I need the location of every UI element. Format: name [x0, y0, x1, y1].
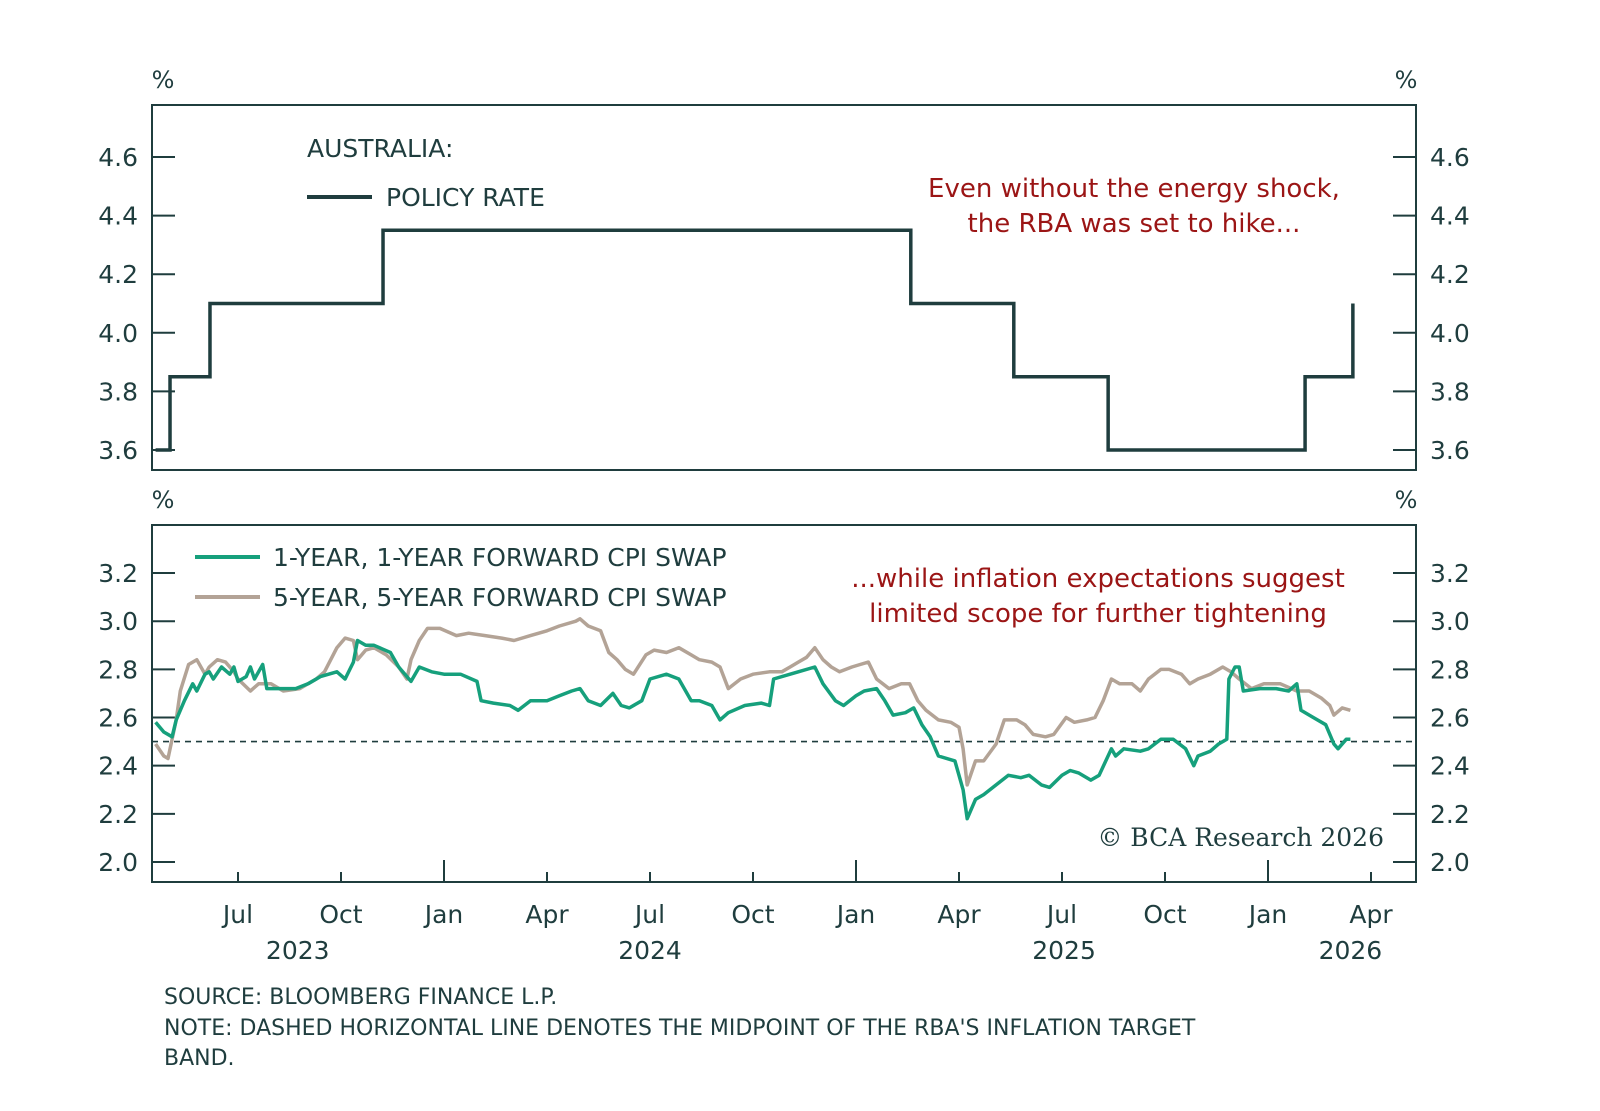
legend-label-policy-rate: POLICY RATE [386, 183, 545, 212]
bottom-y-axis: 2.0 2.0 2.2 2.2 2.4 2.4 2.6 2.6 2.8 2.8 3.0 3.0 3.2 3… [98, 559, 1470, 877]
y-tick-label-left: 3.8 [98, 377, 138, 406]
bottom-annotation-line2: limited scope for further tightening [869, 599, 1327, 629]
top-annotation-line1: Even without the energy shock, [928, 174, 1340, 204]
y-tick-label-left: 2.0 [98, 848, 138, 877]
x-tick-label: Jul [633, 900, 665, 929]
x-axis: Jul Oct Jan Apr Jul Oct Jan Apr Jul Oct Jan Apr 2023… [221, 860, 1393, 965]
y-tick-label-left: 4.6 [98, 143, 138, 172]
x-tick-label: Apr [525, 900, 569, 929]
y-tick-label-left: 3.2 [98, 559, 138, 588]
y-tick-label-right: 2.6 [1430, 704, 1470, 733]
y-tick-label-right: 4.6 [1430, 143, 1470, 172]
policy-rate-line [155, 228, 1355, 452]
y-tick-label-right: 2.2 [1430, 800, 1470, 829]
bottom-unit-left: % [152, 486, 175, 514]
x-tick-label: Jul [1045, 900, 1077, 929]
x-tick-label: Jan [835, 900, 876, 929]
copyright-logo: © BCA Research 2026 [1097, 823, 1384, 852]
y-tick-label-left: 4.4 [98, 202, 138, 231]
y-tick-label-right: 4.0 [1430, 319, 1470, 348]
y-tick-label-left: 4.0 [98, 319, 138, 348]
bottom-annotation-line1: ...while inflation expectations suggest [851, 564, 1345, 594]
y-tick-label-left: 3.0 [98, 607, 138, 636]
y-tick-label-right: 2.4 [1430, 752, 1470, 781]
y-tick-label-left: 4.2 [98, 260, 138, 289]
y-tick-label-right: 4.2 [1430, 260, 1470, 289]
x-tick-label: Oct [319, 900, 362, 929]
y-tick-label-right: 4.4 [1430, 202, 1470, 231]
y-tick-label-left: 2.8 [98, 655, 138, 684]
top-panel: % % 3.6 3.6 4.0 4.0 4.2 4.2 4.4 4.4 4.6 4.6 3.8 3.8… [98, 66, 1470, 471]
top-annotation-line2: the RBA was set to hike... [968, 209, 1301, 239]
legend-label-5y5y: 5-YEAR, 5-YEAR FORWARD CPI SWAP [273, 583, 727, 612]
y-tick-label-right: 3.0 [1430, 607, 1470, 636]
y-tick-label-left: 3.6 [98, 436, 138, 465]
x-year-label: 2026 [1319, 936, 1383, 965]
x-year-label: 2023 [266, 936, 330, 965]
top-plot-frame [151, 104, 1417, 471]
y-tick-label-left: 2.6 [98, 704, 138, 733]
series-line-1y1y [154, 638, 1351, 821]
y-tick-label-right: 2.0 [1430, 848, 1470, 877]
x-tick-label: Oct [1143, 900, 1186, 929]
bottom-panel: % % 2.0 2.0 2.2 2.2 2.4 2.4 2.6 2.6 2.8 2.8 3.0 3.0… [98, 486, 1470, 965]
x-tick-label: Jan [423, 900, 464, 929]
x-tick-label: Jul [221, 900, 253, 929]
y-tick-label-right: 3.6 [1430, 436, 1470, 465]
bottom-plot-frame [151, 524, 1417, 883]
top-y-axis: 3.6 3.6 4.0 4.0 4.2 4.2 4.4 4.4 4.6 4.6 3.8 3.8 [98, 143, 1470, 465]
y-tick-label-right: 3.8 [1430, 377, 1470, 406]
top-title: AUSTRALIA: [307, 134, 453, 163]
legend-label-1y1y: 1-YEAR, 1-YEAR FORWARD CPI SWAP [273, 543, 727, 572]
bottom-unit-right: % [1395, 486, 1418, 514]
footnote-line1: NOTE: DASHED HORIZONTAL LINE DENOTES THE… [164, 1016, 1196, 1041]
x-tick-label: Apr [937, 900, 981, 929]
x-tick-label: Oct [731, 900, 774, 929]
y-tick-label-right: 3.2 [1430, 559, 1470, 588]
footnote-line2: BAND. [164, 1046, 235, 1071]
y-tick-label-left: 2.2 [98, 800, 138, 829]
source-note: SOURCE: BLOOMBERG FINANCE L.P. [164, 985, 557, 1010]
x-tick-label: Apr [1349, 900, 1393, 929]
y-tick-label-left: 2.4 [98, 752, 138, 781]
x-year-label: 2025 [1032, 936, 1096, 965]
x-year-label: 2024 [618, 936, 682, 965]
y-tick-label-right: 2.8 [1430, 655, 1470, 684]
top-unit-left: % [152, 66, 175, 94]
x-tick-label: Jan [1247, 900, 1288, 929]
top-unit-right: % [1395, 66, 1418, 94]
series-line-5y5y [154, 617, 1351, 787]
